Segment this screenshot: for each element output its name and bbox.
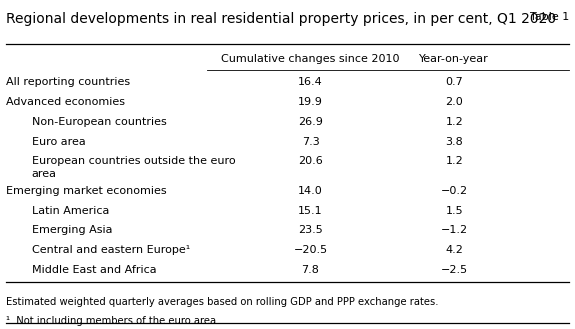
Text: European countries outside the euro
area: European countries outside the euro area: [32, 156, 235, 179]
Text: Regional developments in real residential property prices, in per cent, Q1 2020: Regional developments in real residentia…: [6, 12, 556, 26]
Text: 1.2: 1.2: [446, 156, 463, 166]
Text: Non-European countries: Non-European countries: [32, 117, 166, 127]
Text: 0.7: 0.7: [446, 77, 463, 87]
Text: 1.5: 1.5: [446, 206, 463, 215]
Text: Emerging market economies: Emerging market economies: [6, 186, 166, 196]
Text: 4.2: 4.2: [445, 245, 463, 255]
Text: Table 1: Table 1: [530, 12, 569, 21]
Text: −2.5: −2.5: [440, 265, 468, 275]
Text: Central and eastern Europe¹: Central and eastern Europe¹: [32, 245, 190, 255]
Text: Advanced economies: Advanced economies: [6, 97, 125, 107]
Text: −0.2: −0.2: [440, 186, 468, 196]
Text: Estimated weighted quarterly averages based on rolling GDP and PPP exchange rate: Estimated weighted quarterly averages ba…: [6, 297, 438, 307]
Text: Year-on-year: Year-on-year: [419, 54, 489, 64]
Text: 1.2: 1.2: [446, 117, 463, 127]
Text: 19.9: 19.9: [298, 97, 323, 107]
Text: Latin America: Latin America: [32, 206, 109, 215]
Text: ¹  Not including members of the euro area.: ¹ Not including members of the euro area…: [6, 316, 219, 326]
Text: −20.5: −20.5: [293, 245, 328, 255]
Text: −1.2: −1.2: [440, 225, 468, 235]
Text: Cumulative changes since 2010: Cumulative changes since 2010: [221, 54, 400, 64]
Text: 23.5: 23.5: [298, 225, 323, 235]
Text: 16.4: 16.4: [298, 77, 323, 87]
Text: 2.0: 2.0: [446, 97, 463, 107]
Text: All reporting countries: All reporting countries: [6, 77, 130, 87]
Text: Middle East and Africa: Middle East and Africa: [32, 265, 156, 275]
Text: 15.1: 15.1: [298, 206, 323, 215]
Text: 3.8: 3.8: [446, 137, 463, 146]
Text: 26.9: 26.9: [298, 117, 323, 127]
Text: Euro area: Euro area: [32, 137, 85, 146]
Text: 14.0: 14.0: [298, 186, 323, 196]
Text: 7.8: 7.8: [301, 265, 320, 275]
Text: Emerging Asia: Emerging Asia: [32, 225, 112, 235]
Text: 20.6: 20.6: [298, 156, 323, 166]
Text: 7.3: 7.3: [302, 137, 319, 146]
